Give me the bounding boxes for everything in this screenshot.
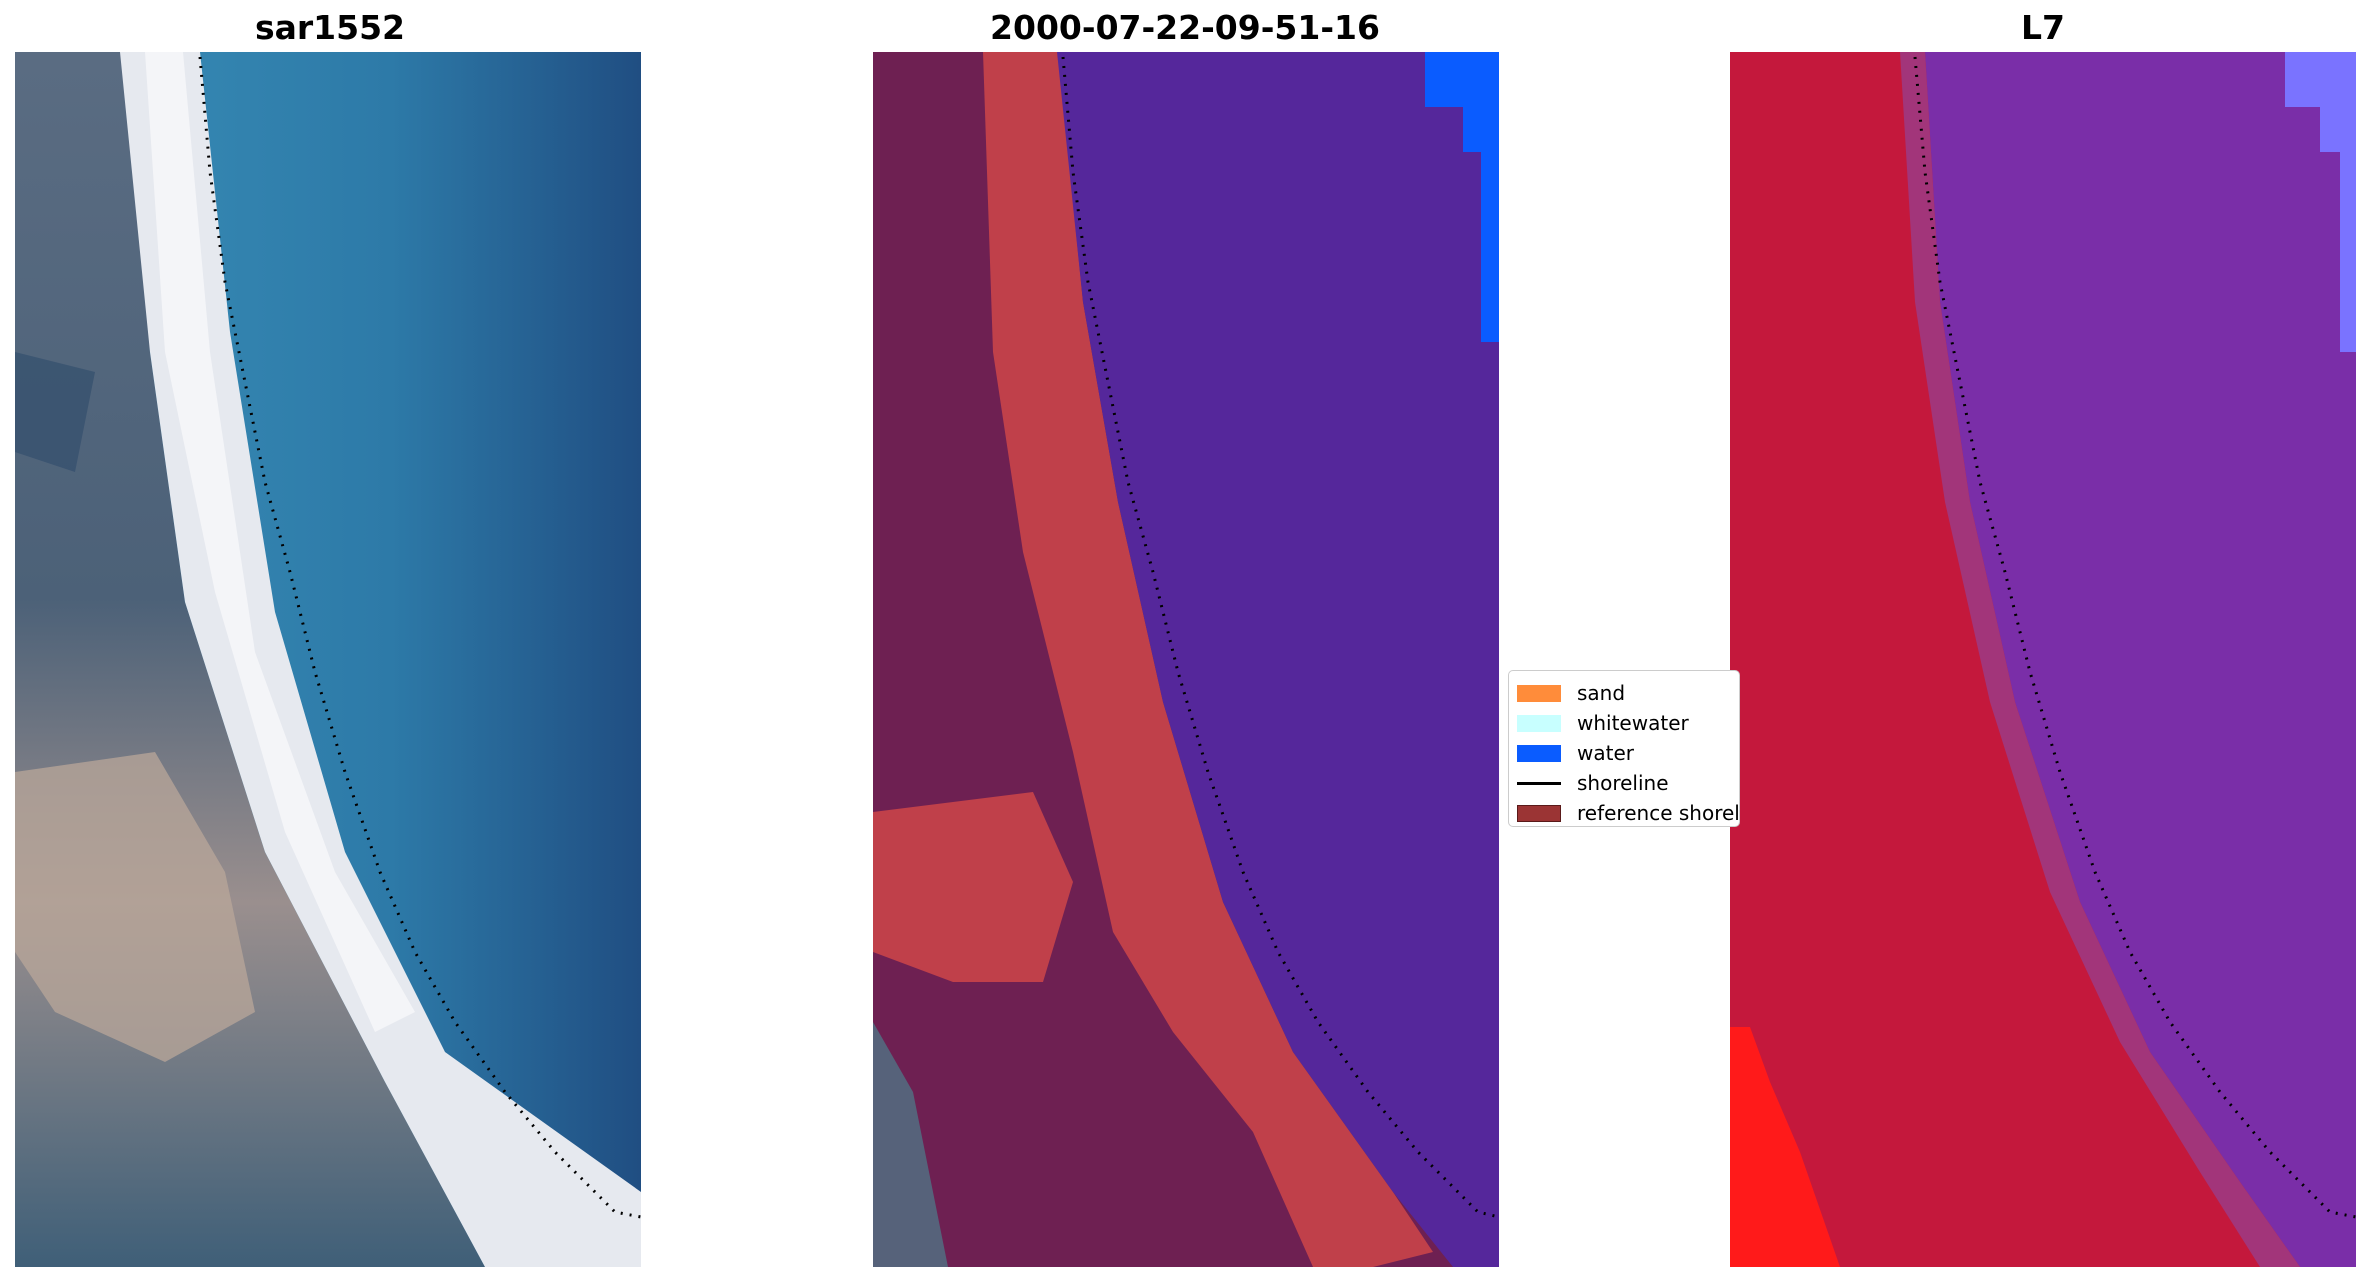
- bright-water-class: [1425, 52, 1499, 342]
- false-color-panel: [1730, 52, 2356, 1267]
- legend-label-reference-shoreline: reference shoreline: [1577, 801, 1740, 825]
- reference-shoreline-swatch: [1517, 804, 1561, 822]
- shoreline-line: [1061, 56, 1499, 1219]
- water-false-color: [1925, 52, 2356, 1267]
- panel-title-sar1552: sar1552: [254, 8, 406, 47]
- panel-title-date: 2000-07-22-09-51-16: [990, 8, 1380, 47]
- shoreline-line: [198, 56, 641, 1219]
- water-class: [1057, 52, 1499, 1267]
- shoreline-line-swatch: [1517, 781, 1561, 785]
- dark-inlet: [15, 352, 95, 472]
- classified-image: [873, 52, 1499, 1267]
- legend-item-whitewater: whitewater: [1517, 711, 1689, 735]
- sand-class: [983, 52, 1433, 1267]
- legend-label-water: water: [1577, 741, 1634, 765]
- legend-label-shoreline: shoreline: [1577, 771, 1669, 795]
- classified-image-panel: [873, 52, 1499, 1267]
- legend: sand whitewater water shoreline referenc…: [1508, 670, 1740, 827]
- rgb-image-panel: [15, 52, 641, 1267]
- panel-title-l7: L7: [2021, 8, 2065, 47]
- sand-class-lower: [873, 792, 1073, 982]
- legend-item-water: water: [1517, 741, 1634, 765]
- bright-land-false-color: [1730, 1027, 1840, 1267]
- sand-swatch: [1517, 684, 1561, 702]
- legend-label-sand: sand: [1577, 681, 1626, 705]
- water-swatch: [1517, 744, 1561, 762]
- sand-patch: [15, 752, 255, 1062]
- rgb-corner: [873, 1022, 948, 1267]
- shoreline-line: [1913, 56, 2356, 1219]
- legend-label-whitewater: whitewater: [1577, 711, 1689, 735]
- legend-item-reference-shoreline: reference shoreline: [1517, 801, 1740, 825]
- false-color-image: [1730, 52, 2356, 1267]
- whitewater-swatch: [1517, 714, 1561, 732]
- bright-water-false-color: [2285, 52, 2356, 352]
- legend-item-sand: sand: [1517, 681, 1625, 705]
- rgb-image: [15, 52, 641, 1267]
- legend-item-shoreline: shoreline: [1517, 771, 1669, 795]
- beach-highlight: [145, 52, 415, 1032]
